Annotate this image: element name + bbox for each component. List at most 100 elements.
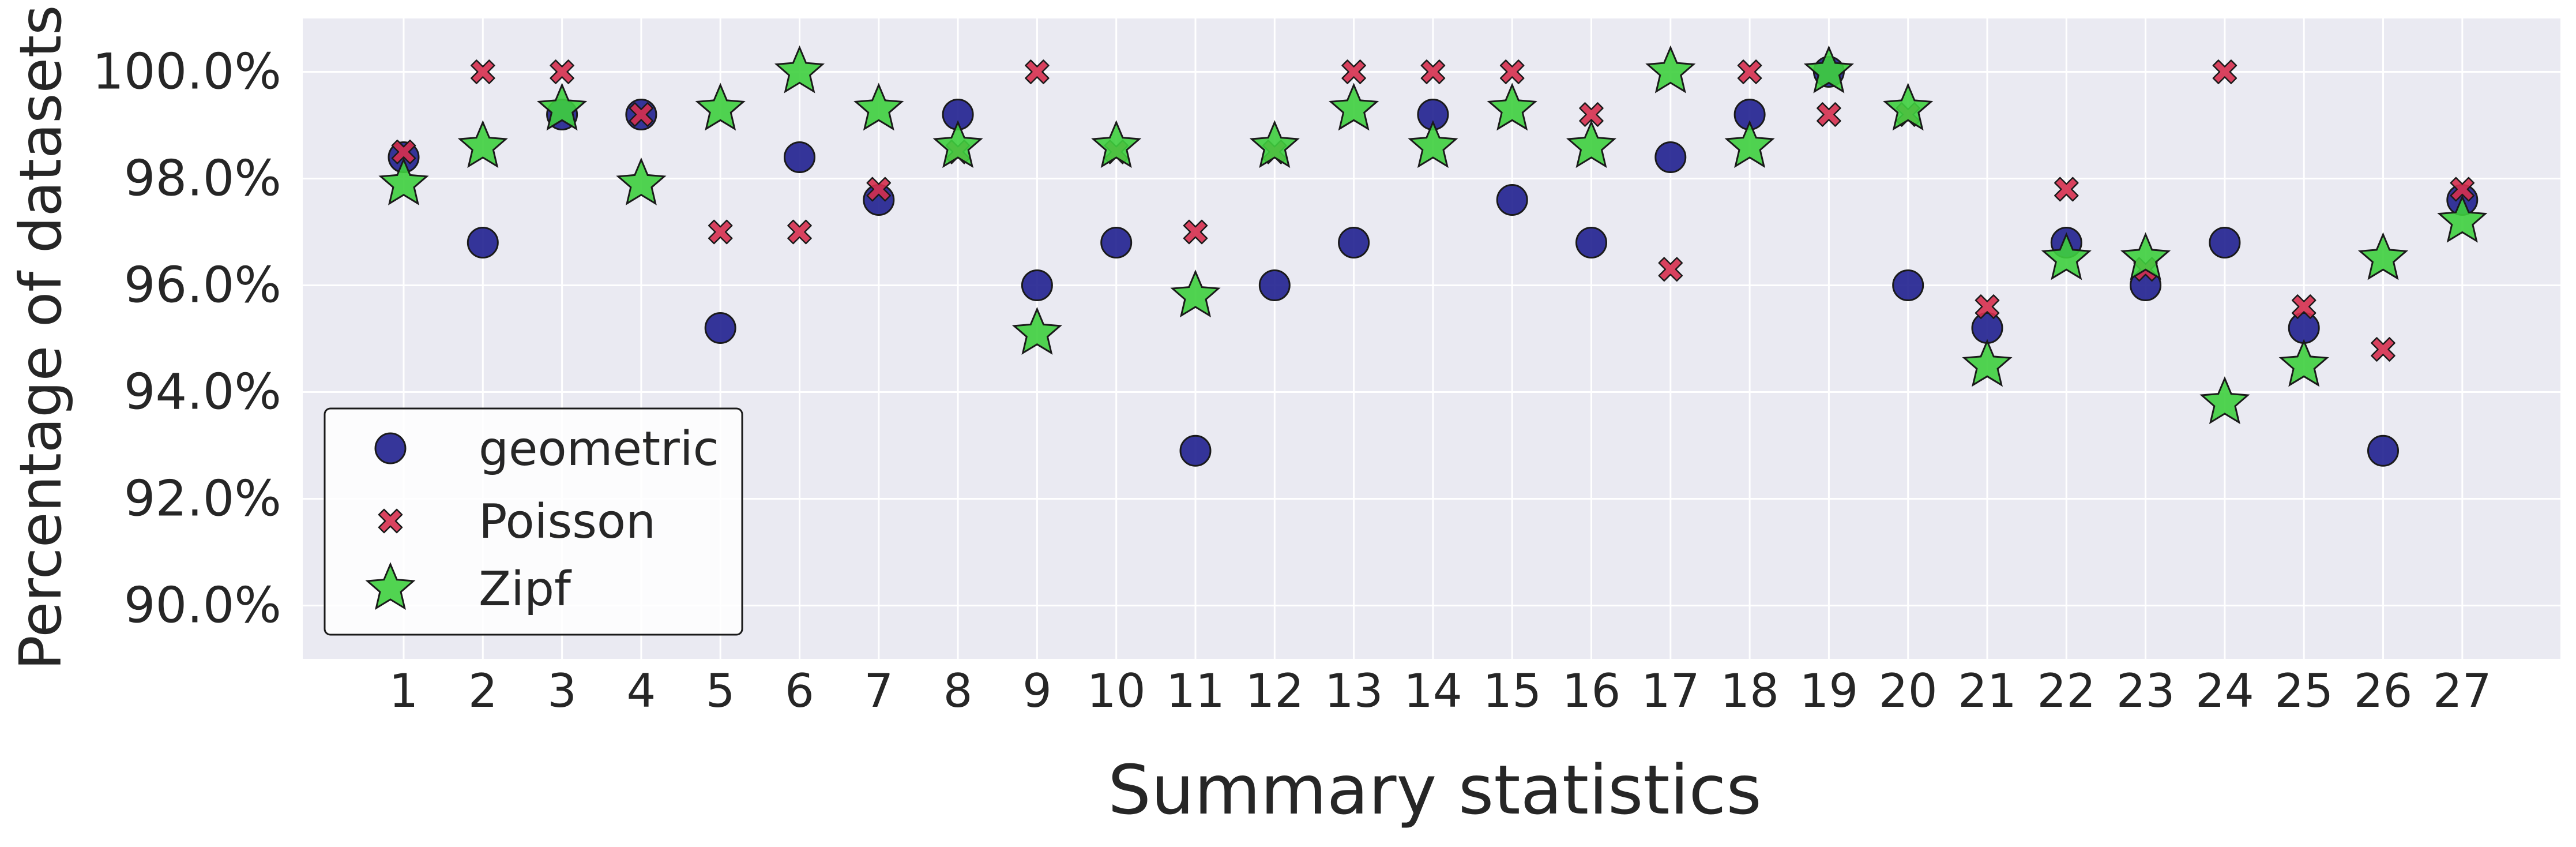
x-tick-label: 8 bbox=[943, 664, 973, 718]
geometric-point bbox=[1338, 227, 1370, 258]
poisson-point bbox=[1737, 59, 1762, 84]
poisson-point bbox=[1658, 257, 1683, 282]
poisson-point bbox=[391, 140, 416, 164]
zipf-point bbox=[457, 120, 508, 168]
zipf-point bbox=[2199, 376, 2250, 425]
zipf-series bbox=[378, 45, 2488, 425]
x-tick-label: 3 bbox=[547, 664, 577, 718]
zipf-point bbox=[1249, 120, 1300, 168]
geometric-point bbox=[704, 312, 736, 344]
poisson-point bbox=[471, 59, 495, 84]
zipf-point bbox=[1962, 339, 2013, 387]
zipf-point bbox=[2278, 339, 2329, 387]
x-tick-label: 10 bbox=[1087, 664, 1146, 718]
x-tick-label: 11 bbox=[1166, 664, 1225, 718]
x-tick-label: 13 bbox=[1325, 664, 1383, 718]
x-tick-labels: 1 2 3 4 5 6 7 8 9 10 11 12 13 14 15 16 17 18 19 20 21 22 23 24 2… bbox=[389, 664, 2492, 718]
zipf-point bbox=[853, 83, 904, 131]
poisson-point bbox=[1499, 59, 1525, 84]
geometric-point bbox=[2367, 434, 2399, 467]
geometric-point bbox=[1971, 312, 2003, 344]
poisson-point bbox=[2054, 177, 2079, 202]
zipf-point bbox=[1803, 45, 1854, 93]
poisson-point bbox=[2291, 294, 2316, 319]
zipf-point bbox=[1091, 120, 1142, 168]
zipf-point bbox=[932, 120, 983, 168]
poisson-point bbox=[1025, 59, 1050, 84]
zipf-point bbox=[2437, 194, 2488, 243]
poisson-point bbox=[1817, 102, 1841, 127]
x-tick-label: 17 bbox=[1641, 664, 1700, 718]
x-tick-label: 1 bbox=[389, 664, 419, 718]
x-tick-label: 16 bbox=[1562, 664, 1621, 718]
poisson-point bbox=[550, 59, 574, 84]
legend-label-zipf: Zipf bbox=[479, 562, 572, 617]
x-tick-label: 7 bbox=[864, 664, 893, 718]
x-tick-label: 4 bbox=[626, 664, 656, 718]
x-tick-label: 6 bbox=[785, 664, 814, 718]
y-tick-labels: 90.0% 92.0% 94.0% 96.0% 98.0% 100.0% bbox=[92, 43, 281, 635]
zipf-point bbox=[2041, 232, 2092, 280]
legend: geometric Poisson Zipf bbox=[324, 407, 743, 636]
y-tick-label: 94.0% bbox=[124, 363, 281, 421]
x-tick-label: 5 bbox=[706, 664, 735, 718]
zipf-point bbox=[1645, 45, 1696, 93]
zipf-point bbox=[1487, 83, 1537, 131]
legend-label-geometric: geometric bbox=[479, 422, 719, 477]
geometric-point bbox=[2288, 312, 2320, 344]
poisson-point bbox=[866, 177, 892, 202]
x-tick-label: 22 bbox=[2037, 664, 2096, 718]
poisson-point bbox=[1420, 59, 1446, 84]
x-tick-label: 12 bbox=[1245, 664, 1304, 718]
poisson-point bbox=[1183, 219, 1208, 245]
zipf-point bbox=[1883, 83, 1934, 131]
geometric-point bbox=[1021, 269, 1053, 301]
zipf-point bbox=[378, 157, 429, 205]
legend-marker-zipf bbox=[365, 562, 416, 610]
legend-box bbox=[324, 407, 743, 636]
poisson-point bbox=[1975, 294, 2000, 319]
x-tick-label: 24 bbox=[2195, 664, 2254, 718]
y-tick-label: 96.0% bbox=[124, 257, 281, 314]
y-tick-label: 90.0% bbox=[124, 577, 281, 635]
data-points bbox=[378, 45, 2488, 467]
geometric-point bbox=[467, 227, 499, 258]
geometric-point bbox=[2209, 227, 2241, 258]
zipf-point bbox=[1011, 306, 1062, 355]
x-tick-label: 26 bbox=[2354, 664, 2413, 718]
poisson-point bbox=[629, 102, 654, 127]
zipf-point bbox=[695, 83, 746, 131]
zipf-point bbox=[537, 83, 588, 131]
legend-marker-poisson bbox=[378, 508, 403, 534]
zipf-point bbox=[1408, 120, 1458, 168]
x-tick-label: 19 bbox=[1800, 664, 1859, 718]
geometric-point bbox=[1258, 269, 1291, 301]
zipf-point bbox=[1724, 120, 1775, 168]
y-axis-title: Percentage of datasets bbox=[7, 5, 74, 670]
zipf-point bbox=[1329, 83, 1379, 131]
geometric-point bbox=[1892, 269, 1924, 301]
poisson-point bbox=[2212, 59, 2237, 84]
poisson-point bbox=[708, 219, 733, 245]
geometric-point bbox=[1496, 184, 1528, 216]
y-tick-label: 98.0% bbox=[124, 150, 281, 208]
x-tick-label: 18 bbox=[1720, 664, 1779, 718]
poisson-point bbox=[1579, 102, 1604, 127]
y-tick-label: 100.0% bbox=[92, 43, 281, 101]
x-tick-label: 27 bbox=[2433, 664, 2492, 718]
geometric-point bbox=[1654, 141, 1687, 173]
zipf-point bbox=[2120, 232, 2171, 280]
x-tick-label: 23 bbox=[2116, 664, 2175, 718]
x-axis-title: Summary statistics bbox=[1108, 750, 1762, 830]
legend-marker-geometric bbox=[374, 432, 407, 464]
poisson-point bbox=[2450, 177, 2475, 202]
x-tick-label: 2 bbox=[468, 664, 498, 718]
zipf-point bbox=[1170, 269, 1221, 318]
poisson-point bbox=[1341, 59, 1366, 84]
x-tick-label: 9 bbox=[1022, 664, 1052, 718]
poisson-point bbox=[787, 219, 812, 245]
zipf-point bbox=[1566, 120, 1617, 168]
geometric-point bbox=[1100, 227, 1133, 258]
geometric-point bbox=[784, 141, 815, 173]
